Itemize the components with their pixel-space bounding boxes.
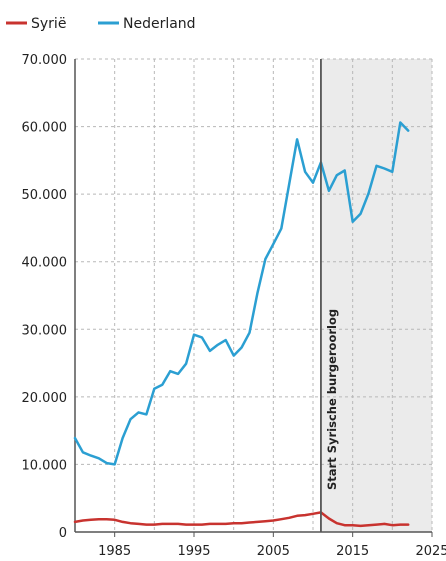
y-tick-label: 30.000	[22, 323, 68, 338]
legend-label-nederland: Nederland	[123, 16, 196, 32]
y-tick-label: 40.000	[22, 256, 68, 271]
legend-label-syrie: Syrië	[31, 16, 66, 32]
y-tick-label: 60.000	[22, 121, 68, 136]
shaded-region	[320, 59, 432, 532]
series-line-nederland	[73, 121, 410, 466]
x-tick-label: 2005	[257, 544, 290, 559]
y-tick-label: 0	[59, 526, 67, 541]
x-tick-label: 2025	[415, 544, 446, 559]
x-tick-label: 2015	[336, 544, 369, 559]
series-line-syrie	[73, 511, 410, 528]
legend: Syrië Nederland	[6, 16, 196, 32]
y-tick-label: 10.000	[22, 458, 68, 473]
plot-area: 0 10.000 20.000 30.000 40.000 50.000 60.000 70.…	[22, 53, 446, 559]
x-tick-label: 1995	[177, 544, 210, 559]
event-annotation: Start Syrische burgeroorlog	[325, 309, 339, 490]
y-tick-label: 70.000	[22, 53, 68, 68]
y-tick-label: 20.000	[22, 391, 68, 406]
y-tick-label: 50.000	[22, 188, 68, 203]
x-tick-label: 1985	[98, 544, 131, 559]
